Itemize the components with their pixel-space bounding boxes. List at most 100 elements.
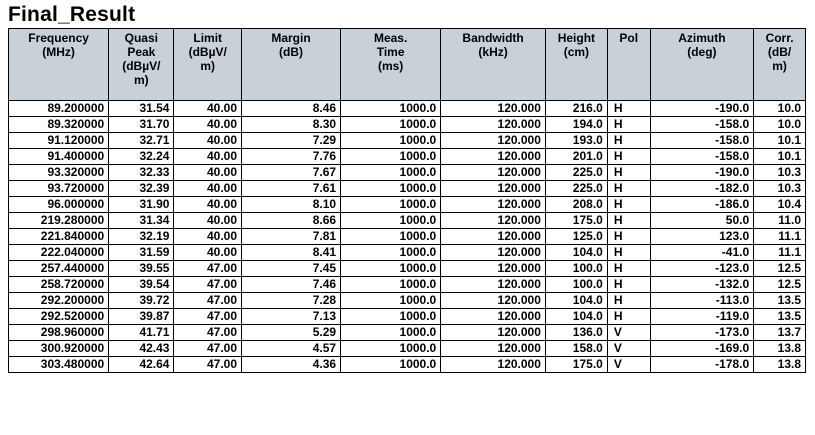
cell-bandwidth: 120.000 — [440, 244, 546, 261]
cell-corr: 10.3 — [753, 164, 806, 181]
cell-bandwidth: 120.000 — [440, 356, 546, 373]
cell-meas-time: 1000.0 — [340, 132, 442, 149]
cell-azimuth: -132.0 — [649, 276, 755, 293]
cell-pol: H — [606, 308, 651, 325]
header-line: Peak — [127, 45, 156, 59]
cell-quasi-peak: 32.19 — [108, 228, 175, 245]
cell-corr: 13.5 — [753, 292, 806, 309]
table-row: 96.000000 31.90 40.00 8.10 1000.0 120.000 208.… — [7, 196, 806, 213]
cell-quasi-peak: 39.54 — [108, 276, 175, 293]
header-bandwidth: Bandwidth (kHz) — [440, 28, 546, 101]
table-row: 257.440000 39.55 47.00 7.45 1000.0 120.000 100… — [7, 260, 806, 277]
cell-bandwidth: 120.000 — [440, 100, 546, 117]
cell-pol: H — [606, 196, 651, 213]
cell-frequency: 298.960000 — [7, 324, 110, 341]
header-line: (dBµV/ — [188, 45, 227, 59]
cell-corr: 10.1 — [753, 132, 806, 149]
cell-limit: 40.00 — [173, 132, 242, 149]
cell-quasi-peak: 32.33 — [108, 164, 175, 181]
table-row: 93.320000 32.33 40.00 7.67 1000.0 120.000 225.… — [7, 164, 806, 181]
cell-quasi-peak: 32.24 — [108, 148, 175, 165]
table-row: 91.120000 32.71 40.00 7.29 1000.0 120.000 193.… — [7, 132, 806, 149]
cell-meas-time: 1000.0 — [340, 212, 442, 229]
cell-margin: 7.29 — [240, 132, 342, 149]
header-line: (dB/ — [767, 45, 792, 59]
cell-bandwidth: 120.000 — [440, 196, 546, 213]
table-row: 222.040000 31.59 40.00 8.41 1000.0 120.000 104… — [7, 244, 806, 261]
cell-quasi-peak: 39.87 — [108, 308, 175, 325]
header-line: m) — [133, 73, 149, 87]
cell-frequency: 89.200000 — [7, 100, 110, 117]
cell-limit: 40.00 — [173, 212, 242, 229]
cell-pol: H — [606, 244, 651, 261]
cell-margin: 8.41 — [240, 244, 342, 261]
cell-height: 201.0 — [544, 148, 608, 165]
cell-margin: 8.46 — [240, 100, 342, 117]
cell-margin: 7.81 — [240, 228, 342, 245]
cell-azimuth: 123.0 — [649, 228, 755, 245]
cell-corr: 10.3 — [753, 180, 806, 197]
cell-quasi-peak: 32.71 — [108, 132, 175, 149]
cell-azimuth: -41.0 — [649, 244, 755, 261]
cell-pol: H — [606, 260, 651, 277]
cell-azimuth: -123.0 — [649, 260, 755, 277]
cell-azimuth: -113.0 — [649, 292, 755, 309]
cell-pol: H — [606, 292, 651, 309]
cell-pol: V — [606, 356, 651, 373]
cell-meas-time: 1000.0 — [340, 260, 442, 277]
table-row: 91.400000 32.24 40.00 7.76 1000.0 120.000 201.… — [7, 148, 806, 165]
cell-corr: 11.0 — [753, 212, 806, 229]
header-line: Margin — [271, 31, 311, 45]
cell-azimuth: -182.0 — [649, 180, 755, 197]
table-row: 89.320000 31.70 40.00 8.30 1000.0 120.000 194.… — [7, 116, 806, 133]
cell-meas-time: 1000.0 — [340, 228, 442, 245]
header-line: Pol — [619, 31, 639, 45]
header-line: Time — [376, 45, 405, 59]
cell-azimuth: -158.0 — [649, 132, 755, 149]
cell-meas-time: 1000.0 — [340, 308, 442, 325]
cell-azimuth: -158.0 — [649, 116, 755, 133]
table-row: 93.720000 32.39 40.00 7.61 1000.0 120.000 225.… — [7, 180, 806, 197]
cell-azimuth: -190.0 — [649, 164, 755, 181]
cell-frequency: 89.320000 — [7, 116, 110, 133]
cell-frequency: 91.120000 — [7, 132, 110, 149]
cell-margin: 7.61 — [240, 180, 342, 197]
header-limit: Limit (dBµV/m) — [173, 28, 242, 101]
header-row: Frequency (MHz) Quasi Peak (dBµV/m) Limit (dBµ… — [7, 28, 806, 101]
cell-azimuth: -178.0 — [649, 356, 755, 373]
table-body: 89.200000 31.54 40.00 8.46 1000.0 120.000 216.… — [7, 100, 806, 373]
cell-meas-time: 1000.0 — [340, 356, 442, 373]
cell-limit: 47.00 — [173, 324, 242, 341]
header-line: Meas. — [373, 31, 408, 45]
cell-meas-time: 1000.0 — [340, 340, 442, 357]
cell-bandwidth: 120.000 — [440, 308, 546, 325]
header-margin: Margin (dB) — [240, 28, 342, 101]
cell-frequency: 91.400000 — [7, 148, 110, 165]
cell-azimuth: -190.0 — [649, 100, 755, 117]
cell-corr: 10.4 — [753, 196, 806, 213]
cell-quasi-peak: 41.71 — [108, 324, 175, 341]
cell-azimuth: -158.0 — [649, 148, 755, 165]
header-line: Azimuth — [678, 31, 726, 45]
cell-pol: H — [606, 148, 651, 165]
cell-meas-time: 1000.0 — [340, 100, 442, 117]
header-line: (kHz) — [478, 45, 508, 59]
cell-height: 225.0 — [544, 164, 608, 181]
cell-pol: V — [606, 340, 651, 357]
cell-height: 194.0 — [544, 116, 608, 133]
cell-height: 158.0 — [544, 340, 608, 357]
cell-quasi-peak: 42.43 — [108, 340, 175, 357]
cell-bandwidth: 120.000 — [440, 148, 546, 165]
cell-limit: 40.00 — [173, 228, 242, 245]
header-line: Quasi — [124, 31, 158, 45]
header-line: Corr. — [765, 31, 794, 45]
cell-corr: 11.1 — [753, 244, 806, 261]
cell-margin: 5.29 — [240, 324, 342, 341]
cell-meas-time: 1000.0 — [340, 196, 442, 213]
table-row: 219.280000 31.34 40.00 8.66 1000.0 120.000 175… — [7, 212, 806, 229]
cell-margin: 7.46 — [240, 276, 342, 293]
cell-azimuth: -173.0 — [649, 324, 755, 341]
header-line: Frequency — [28, 31, 89, 45]
header-frequency: Frequency (MHz) — [7, 28, 110, 101]
cell-meas-time: 1000.0 — [340, 116, 442, 133]
